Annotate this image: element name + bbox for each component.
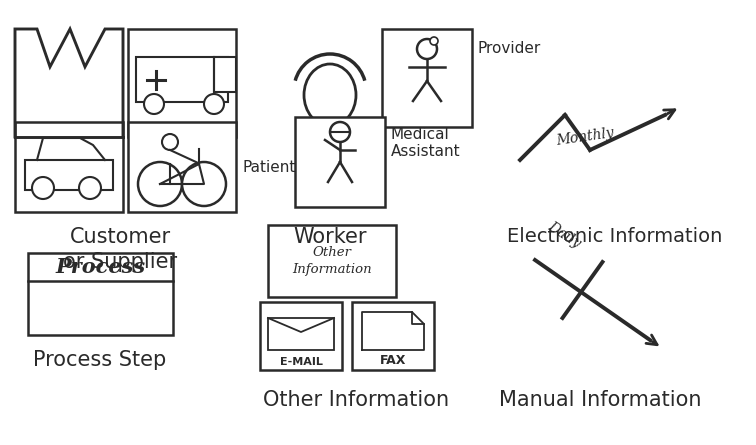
Text: Manual Information: Manual Information	[499, 390, 702, 410]
Text: Other Information: Other Information	[263, 390, 449, 410]
Bar	[136, 57, 228, 102]
Bar	[15, 122, 123, 212]
Text: Provider: Provider	[478, 41, 541, 56]
Circle shape	[32, 177, 54, 199]
Text: Customer
or Supplier: Customer or Supplier	[63, 227, 177, 272]
Text: Monthly: Monthly	[555, 126, 615, 148]
Circle shape	[417, 39, 437, 59]
Text: Patient: Patient	[242, 159, 296, 174]
Bar	[25, 160, 113, 190]
Text: Worker: Worker	[293, 227, 367, 247]
Bar	[128, 122, 236, 212]
Bar	[128, 29, 236, 137]
Bar	[382, 29, 472, 127]
Text: Other
Information: Other Information	[292, 246, 372, 276]
Circle shape	[162, 134, 178, 150]
Circle shape	[79, 177, 101, 199]
Text: Daily: Daily	[545, 219, 583, 251]
Bar	[268, 225, 396, 297]
Bar	[352, 302, 434, 370]
Circle shape	[138, 162, 182, 206]
Bar	[214, 57, 236, 92]
Bar	[260, 302, 342, 370]
Text: Medical
Assistant: Medical Assistant	[391, 127, 460, 159]
Circle shape	[144, 94, 164, 114]
Text: E-MAIL: E-MAIL	[280, 357, 323, 367]
Circle shape	[182, 162, 226, 206]
Text: Electronic Information: Electronic Information	[507, 227, 723, 246]
Bar	[268, 318, 334, 350]
Bar	[28, 253, 173, 335]
Circle shape	[430, 37, 438, 45]
Text: FAX: FAX	[380, 355, 406, 368]
Ellipse shape	[304, 64, 356, 126]
Bar	[295, 117, 385, 207]
Text: Process Step: Process Step	[33, 350, 166, 370]
Circle shape	[330, 122, 350, 142]
Text: Process: Process	[55, 257, 146, 277]
Circle shape	[204, 94, 224, 114]
